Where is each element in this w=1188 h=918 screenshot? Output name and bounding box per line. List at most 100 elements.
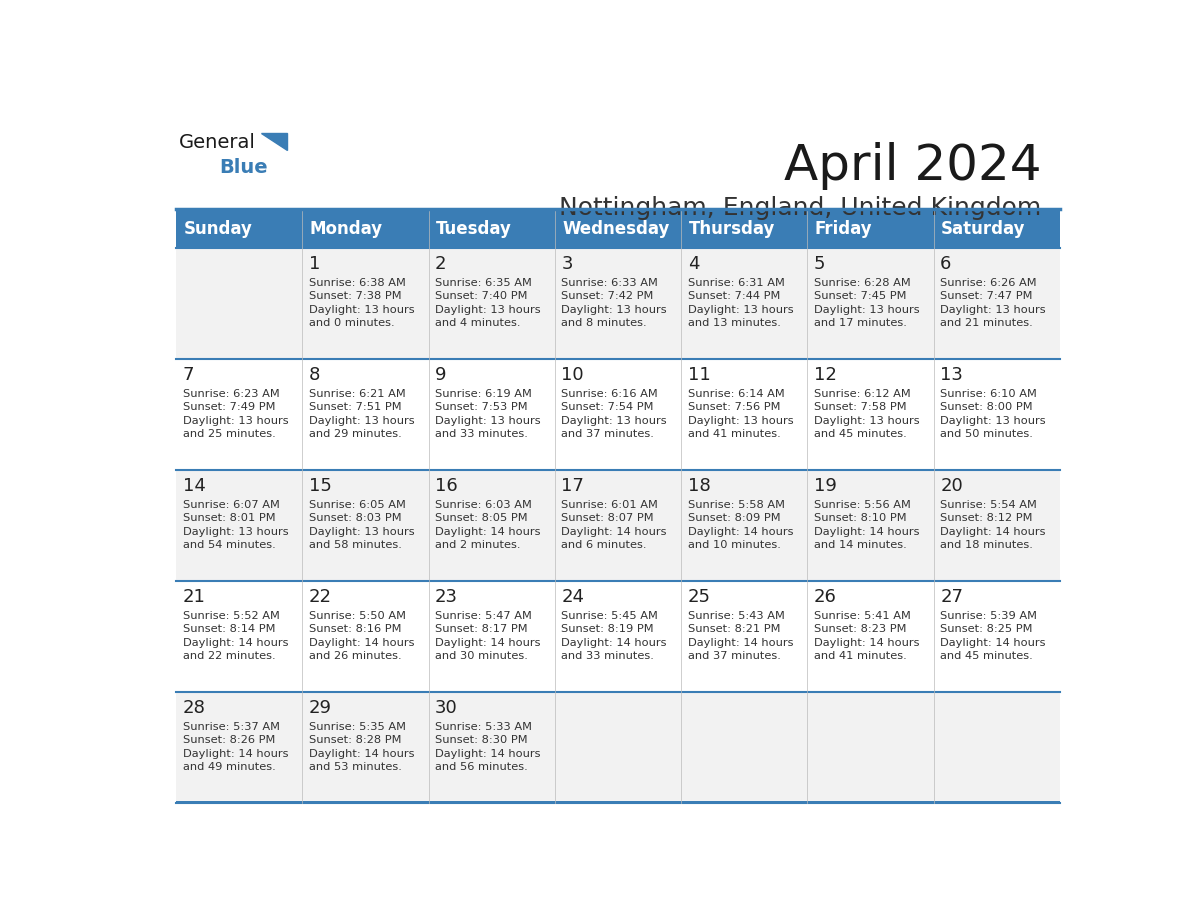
Text: Sunrise: 5:56 AM
Sunset: 8:10 PM
Daylight: 14 hours
and 14 minutes.: Sunrise: 5:56 AM Sunset: 8:10 PM Dayligh… (814, 499, 920, 551)
Bar (429, 209, 555, 248)
Text: 29: 29 (309, 699, 331, 717)
Text: Saturday: Saturday (941, 219, 1025, 238)
Text: Sunrise: 6:12 AM
Sunset: 7:58 PM
Daylight: 13 hours
and 45 minutes.: Sunrise: 6:12 AM Sunset: 7:58 PM Dayligh… (814, 388, 920, 440)
Text: Sunrise: 6:26 AM
Sunset: 7:47 PM
Daylight: 13 hours
and 21 minutes.: Sunrise: 6:26 AM Sunset: 7:47 PM Dayligh… (940, 277, 1045, 329)
Bar (303, 470, 429, 581)
Bar (555, 209, 681, 248)
Text: 17: 17 (562, 477, 584, 495)
Text: 30: 30 (435, 699, 457, 717)
Text: 2: 2 (435, 255, 447, 273)
Bar (176, 359, 303, 470)
Text: Blue: Blue (220, 158, 268, 176)
Bar (303, 209, 429, 248)
Bar (303, 581, 429, 692)
Bar (429, 581, 555, 692)
Polygon shape (261, 133, 286, 151)
Text: 1: 1 (309, 255, 321, 273)
Text: Sunday: Sunday (183, 219, 252, 238)
Bar (934, 248, 1060, 359)
Bar (555, 692, 681, 803)
Text: Sunrise: 6:07 AM
Sunset: 8:01 PM
Daylight: 13 hours
and 54 minutes.: Sunrise: 6:07 AM Sunset: 8:01 PM Dayligh… (183, 499, 289, 551)
Text: 26: 26 (814, 588, 836, 606)
Text: 28: 28 (183, 699, 206, 717)
Text: 3: 3 (562, 255, 573, 273)
Bar (176, 470, 303, 581)
Text: Sunrise: 6:10 AM
Sunset: 8:00 PM
Daylight: 13 hours
and 50 minutes.: Sunrise: 6:10 AM Sunset: 8:00 PM Dayligh… (940, 388, 1045, 440)
Text: Sunrise: 6:35 AM
Sunset: 7:40 PM
Daylight: 13 hours
and 4 minutes.: Sunrise: 6:35 AM Sunset: 7:40 PM Dayligh… (435, 277, 541, 329)
Text: 22: 22 (309, 588, 331, 606)
Bar (934, 581, 1060, 692)
Text: 21: 21 (183, 588, 206, 606)
Text: 10: 10 (562, 366, 584, 384)
Bar (681, 359, 808, 470)
Bar (934, 470, 1060, 581)
Text: Sunrise: 6:23 AM
Sunset: 7:49 PM
Daylight: 13 hours
and 25 minutes.: Sunrise: 6:23 AM Sunset: 7:49 PM Dayligh… (183, 388, 289, 440)
Text: 19: 19 (814, 477, 836, 495)
Bar (303, 359, 429, 470)
Text: Friday: Friday (815, 219, 872, 238)
Text: Thursday: Thursday (689, 219, 775, 238)
Text: Sunrise: 6:01 AM
Sunset: 8:07 PM
Daylight: 14 hours
and 6 minutes.: Sunrise: 6:01 AM Sunset: 8:07 PM Dayligh… (562, 499, 666, 551)
Text: Sunrise: 5:47 AM
Sunset: 8:17 PM
Daylight: 14 hours
and 30 minutes.: Sunrise: 5:47 AM Sunset: 8:17 PM Dayligh… (435, 610, 541, 661)
Bar (808, 581, 934, 692)
Text: Sunrise: 5:39 AM
Sunset: 8:25 PM
Daylight: 14 hours
and 45 minutes.: Sunrise: 5:39 AM Sunset: 8:25 PM Dayligh… (940, 610, 1045, 661)
Bar (176, 800, 1060, 803)
Bar (429, 470, 555, 581)
Bar (555, 248, 681, 359)
Text: Sunrise: 6:16 AM
Sunset: 7:54 PM
Daylight: 13 hours
and 37 minutes.: Sunrise: 6:16 AM Sunset: 7:54 PM Dayligh… (562, 388, 666, 440)
Text: 13: 13 (940, 366, 963, 384)
Text: Sunrise: 5:43 AM
Sunset: 8:21 PM
Daylight: 14 hours
and 37 minutes.: Sunrise: 5:43 AM Sunset: 8:21 PM Dayligh… (688, 610, 794, 661)
Bar (176, 581, 303, 692)
Text: Sunrise: 6:31 AM
Sunset: 7:44 PM
Daylight: 13 hours
and 13 minutes.: Sunrise: 6:31 AM Sunset: 7:44 PM Dayligh… (688, 277, 794, 329)
Bar (176, 209, 303, 248)
Text: Sunrise: 5:41 AM
Sunset: 8:23 PM
Daylight: 14 hours
and 41 minutes.: Sunrise: 5:41 AM Sunset: 8:23 PM Dayligh… (814, 610, 920, 661)
Bar (808, 359, 934, 470)
Text: 14: 14 (183, 477, 206, 495)
Text: 27: 27 (940, 588, 963, 606)
Text: Tuesday: Tuesday (436, 219, 512, 238)
Text: 12: 12 (814, 366, 836, 384)
Bar (934, 692, 1060, 803)
Text: Nottingham, England, United Kingdom: Nottingham, England, United Kingdom (560, 196, 1042, 220)
Text: Sunrise: 6:14 AM
Sunset: 7:56 PM
Daylight: 13 hours
and 41 minutes.: Sunrise: 6:14 AM Sunset: 7:56 PM Dayligh… (688, 388, 794, 440)
Bar (681, 581, 808, 692)
Bar (808, 209, 934, 248)
Text: Sunrise: 6:33 AM
Sunset: 7:42 PM
Daylight: 13 hours
and 8 minutes.: Sunrise: 6:33 AM Sunset: 7:42 PM Dayligh… (562, 277, 666, 329)
Bar (429, 359, 555, 470)
Bar (934, 359, 1060, 470)
Text: Sunrise: 6:03 AM
Sunset: 8:05 PM
Daylight: 14 hours
and 2 minutes.: Sunrise: 6:03 AM Sunset: 8:05 PM Dayligh… (435, 499, 541, 551)
Text: Sunrise: 5:37 AM
Sunset: 8:26 PM
Daylight: 14 hours
and 49 minutes.: Sunrise: 5:37 AM Sunset: 8:26 PM Dayligh… (183, 722, 287, 772)
Text: 23: 23 (435, 588, 459, 606)
Text: Sunrise: 6:38 AM
Sunset: 7:38 PM
Daylight: 13 hours
and 0 minutes.: Sunrise: 6:38 AM Sunset: 7:38 PM Dayligh… (309, 277, 415, 329)
Text: Sunrise: 5:54 AM
Sunset: 8:12 PM
Daylight: 14 hours
and 18 minutes.: Sunrise: 5:54 AM Sunset: 8:12 PM Dayligh… (940, 499, 1045, 551)
Text: 9: 9 (435, 366, 447, 384)
Bar (808, 692, 934, 803)
Text: Sunrise: 5:45 AM
Sunset: 8:19 PM
Daylight: 14 hours
and 33 minutes.: Sunrise: 5:45 AM Sunset: 8:19 PM Dayligh… (562, 610, 666, 661)
Text: Sunrise: 5:58 AM
Sunset: 8:09 PM
Daylight: 14 hours
and 10 minutes.: Sunrise: 5:58 AM Sunset: 8:09 PM Dayligh… (688, 499, 794, 551)
Text: Sunrise: 6:28 AM
Sunset: 7:45 PM
Daylight: 13 hours
and 17 minutes.: Sunrise: 6:28 AM Sunset: 7:45 PM Dayligh… (814, 277, 920, 329)
Bar (555, 359, 681, 470)
Text: 24: 24 (562, 588, 584, 606)
Text: 5: 5 (814, 255, 826, 273)
Bar (681, 248, 808, 359)
Text: Sunrise: 5:50 AM
Sunset: 8:16 PM
Daylight: 14 hours
and 26 minutes.: Sunrise: 5:50 AM Sunset: 8:16 PM Dayligh… (309, 610, 415, 661)
Bar (303, 248, 429, 359)
Text: Monday: Monday (310, 219, 383, 238)
Text: Wednesday: Wednesday (562, 219, 670, 238)
Text: 25: 25 (688, 588, 710, 606)
Text: 15: 15 (309, 477, 331, 495)
Bar (176, 692, 303, 803)
Bar (303, 692, 429, 803)
Bar (681, 692, 808, 803)
Bar (555, 470, 681, 581)
Text: 7: 7 (183, 366, 194, 384)
Text: 6: 6 (940, 255, 952, 273)
Bar (808, 470, 934, 581)
Bar (176, 209, 1060, 211)
Bar (429, 248, 555, 359)
Text: Sunrise: 5:52 AM
Sunset: 8:14 PM
Daylight: 14 hours
and 22 minutes.: Sunrise: 5:52 AM Sunset: 8:14 PM Dayligh… (183, 610, 287, 661)
Text: Sunrise: 6:21 AM
Sunset: 7:51 PM
Daylight: 13 hours
and 29 minutes.: Sunrise: 6:21 AM Sunset: 7:51 PM Dayligh… (309, 388, 415, 440)
Text: Sunrise: 5:33 AM
Sunset: 8:30 PM
Daylight: 14 hours
and 56 minutes.: Sunrise: 5:33 AM Sunset: 8:30 PM Dayligh… (435, 722, 541, 772)
Bar (808, 248, 934, 359)
Text: 16: 16 (435, 477, 457, 495)
